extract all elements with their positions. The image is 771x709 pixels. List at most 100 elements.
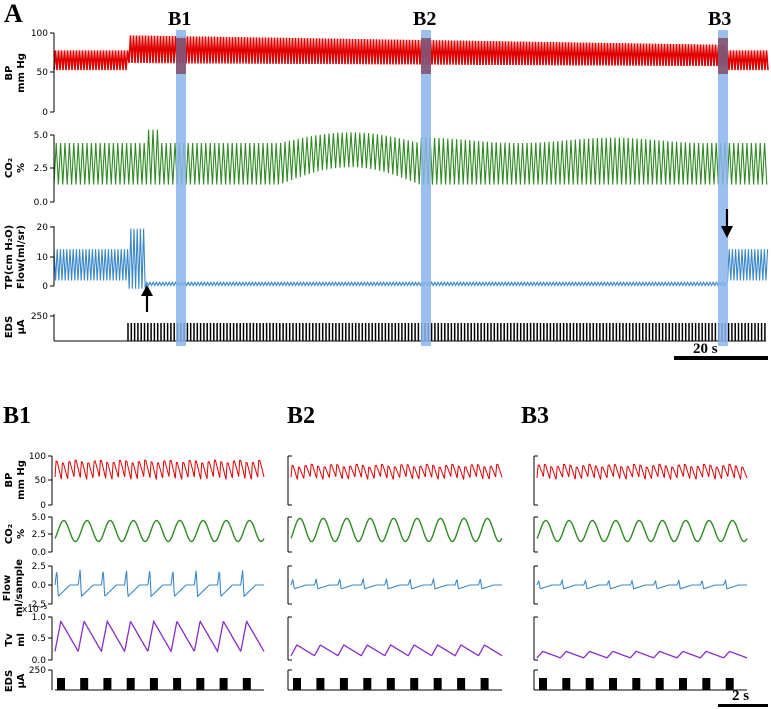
eds-block-b3 — [655, 678, 664, 690]
flow-a-tick-label: 0 — [42, 282, 48, 292]
ylabel-eds-b-line1: EDS — [4, 670, 15, 692]
marker-label-b3: B3 — [708, 8, 731, 30]
eds-block-b1 — [103, 678, 112, 690]
panel-b-traces — [54, 459, 748, 691]
eds-block-b1 — [242, 678, 251, 690]
flow-trace-b2 — [290, 577, 502, 590]
co2-trace-b3 — [536, 519, 748, 543]
ylabel-bp-b-line2: mm Hg — [16, 460, 27, 500]
panel-label-a: A — [4, 0, 23, 28]
ylabel-flow-b: Flow ml/sample — [2, 559, 25, 617]
co2-a-tick-label: 2.5 — [34, 164, 48, 174]
flow-b1-tick-label: 0.0 — [32, 581, 47, 591]
co2-b1-tick-label: 5.0 — [32, 513, 47, 523]
ylabel-tv-b-line2: ml — [16, 633, 27, 647]
co2-b1-tick-label: 2.5 — [32, 530, 46, 540]
highlight-overlap — [176, 38, 186, 74]
tv-trace-b2 — [290, 644, 503, 657]
eds-block-b2 — [457, 678, 466, 690]
bp-trace — [53, 35, 769, 71]
ylabel-tv-b-line1: Tv — [4, 633, 15, 647]
eds-block-b1 — [219, 678, 228, 690]
eds-block-b1 — [57, 678, 65, 690]
scalebar-a — [674, 356, 768, 360]
ylabel-eds-a-line1: EDS — [4, 316, 15, 338]
highlight-b3 — [718, 30, 728, 346]
ylabel-co2-b-line2: % — [16, 529, 27, 539]
ylabel-flow-b-line1: Flow — [2, 575, 13, 601]
eds-block-b2 — [480, 678, 489, 690]
eds-b1-tick-label: 250 — [29, 666, 46, 676]
eds-block-b3 — [702, 678, 711, 690]
ylabel-eds-a: EDS μA — [4, 316, 27, 338]
flow-b1-tick-label: 2.5 — [32, 562, 46, 572]
scalebar-a-label: 20 s — [693, 341, 718, 357]
bp-b1-tick-label: 100 — [29, 452, 46, 462]
panel-a-traces — [53, 35, 769, 342]
bp-b1-tick-label: 50 — [35, 476, 47, 486]
eds-block-b3 — [725, 678, 734, 690]
eds-block-b3 — [585, 678, 594, 690]
ylabel-co2-a: CO₂% — [4, 158, 27, 178]
co2-trace-b1 — [54, 519, 265, 543]
eds-block-b2 — [433, 678, 442, 690]
ylabel-co2-a-line2: % — [16, 163, 27, 173]
eds-block-b3 — [539, 678, 547, 690]
bp-a-tick-label: 50 — [37, 68, 49, 78]
ylabel-bp-a: BP mm Hg — [4, 53, 27, 93]
tv-b1-tick-label: 0.0 — [32, 656, 47, 666]
panel-label-b2: B2 — [287, 403, 315, 429]
ylabel-bp-a-line2: mm Hg — [16, 53, 27, 93]
co2-trace-b2 — [290, 517, 503, 543]
tv-b1-tick-label: 1.0 — [32, 613, 47, 623]
ylabel-flow-a-line1: TP(cm H₂O) — [4, 225, 15, 289]
co2-trace — [53, 129, 768, 185]
ylabel-bp-b: BP mm Hg — [4, 460, 27, 500]
highlight-overlap — [421, 38, 431, 74]
eds-block-b1 — [149, 678, 158, 690]
ylabel-tv-b: Tv ml — [4, 633, 27, 647]
ylabel-co2-a-line1: CO₂ — [4, 158, 15, 178]
flow-trace — [53, 228, 769, 289]
eds-block-b1 — [173, 678, 182, 690]
tv-trace-b1 — [54, 619, 265, 654]
co2-a-tick-label: 5.0 — [34, 131, 49, 141]
bp-trace-b2 — [290, 463, 503, 480]
eds-block-b3 — [609, 678, 617, 690]
co2-b1-tick-label: 0.0 — [32, 548, 47, 558]
eds-block-b3 — [679, 678, 687, 690]
eds-block-b2 — [410, 678, 419, 690]
arrow-down-icon — [721, 209, 733, 238]
ylabel-co2-b-line1: CO₂ — [4, 524, 15, 544]
ylabel-bp-a-line1: BP — [4, 66, 15, 81]
tv-b1-tick-label: 0.5 — [32, 634, 46, 644]
eds-block-b2 — [293, 678, 301, 690]
eds-block-b2 — [316, 678, 325, 690]
marker-label-b2: B2 — [413, 8, 436, 30]
ylabel-co2-b: CO₂% — [4, 524, 27, 544]
eds-a-tick-label: 250 — [31, 312, 48, 322]
marker-label-b1: B1 — [168, 8, 191, 30]
ylabel-eds-b: EDS μA — [4, 670, 27, 692]
bp-trace-b1 — [54, 459, 265, 480]
ylabel-eds-b-line2: μA — [16, 673, 27, 688]
ylabel-flow-b-line2: ml/sample — [14, 559, 25, 617]
tv-exponent-label: x10⁻³ — [22, 605, 48, 615]
scalebar-b-label: 2 s — [732, 688, 749, 704]
eds-block-b1 — [196, 678, 205, 690]
highlight-b1 — [176, 30, 186, 346]
eds-block-b2 — [339, 678, 348, 690]
co2-a-tick-label: 0.0 — [34, 198, 49, 208]
eds-block-b2 — [386, 678, 395, 690]
flow-a-tick-label: 20 — [37, 223, 49, 233]
flow-trace-b3 — [536, 578, 747, 590]
panel-label-b1: B1 — [3, 403, 31, 429]
eds-block-b3 — [632, 678, 641, 690]
arrow-up-icon — [141, 285, 153, 312]
ylabel-flow-a: TP(cm H₂O) Flow(ml/sr) — [4, 225, 27, 289]
tv-trace-b3 — [536, 650, 748, 659]
eds-block-b2 — [363, 678, 372, 690]
ylabel-eds-a-line2: μA — [16, 319, 27, 334]
